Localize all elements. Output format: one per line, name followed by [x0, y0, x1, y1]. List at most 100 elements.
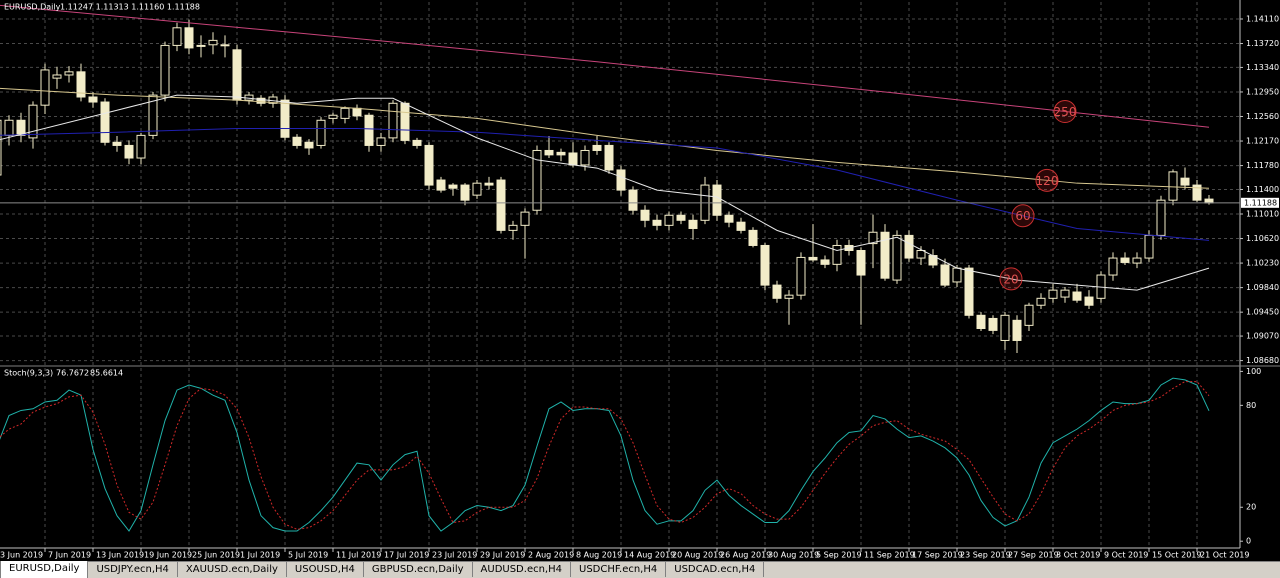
symbol-tab[interactable]: EURUSD,Daily: [0, 561, 89, 578]
main-panel: 250 120 60 20: [0, 2, 1240, 365]
candle-body: [148, 94, 158, 136]
candle-body: [988, 317, 998, 331]
y-tick-label: 1.12560: [1246, 112, 1279, 121]
current-price-box: [1241, 197, 1279, 208]
candle-body: [736, 221, 746, 231]
current-price-label: 1.11188: [1244, 198, 1277, 207]
x-tick-label: 29 Jul 2019: [480, 551, 525, 560]
x-tick-label: 21 Oct 2019: [1200, 551, 1249, 560]
ma-period-badge: [1011, 204, 1035, 228]
candle-body: [796, 256, 806, 296]
moving-average: [0, 127, 1210, 241]
x-tick-label: 5 Jul 2019: [288, 551, 328, 560]
ma-period-badge: [999, 267, 1023, 291]
candle-body: [232, 49, 242, 101]
candle-body: [304, 141, 314, 149]
ma-period-label: 120: [1036, 174, 1059, 188]
candle-body: [892, 234, 902, 281]
candle-body: [400, 102, 410, 141]
candle-body: [484, 182, 494, 186]
candle-body: [172, 27, 182, 46]
candle-body: [520, 211, 530, 226]
candle-body: [1180, 177, 1190, 186]
candle-body: [220, 44, 230, 47]
candle-body: [460, 184, 470, 201]
candle-body: [100, 101, 110, 143]
ma-period-label: 20: [1003, 272, 1018, 286]
candle-body: [352, 107, 362, 117]
candle-body: [676, 214, 686, 221]
x-tick-label: 17 Sep 2019: [912, 551, 963, 560]
candle-body: [388, 102, 398, 139]
y-tick-label: 1.12950: [1246, 87, 1279, 96]
y-tick-label: 1.12170: [1246, 137, 1279, 146]
candle-body: [256, 97, 266, 104]
candle-body: [1060, 289, 1070, 298]
symbol-tab[interactable]: AUDUSD.ecn,H4: [473, 562, 571, 577]
x-tick-label: 20 Aug 2019: [672, 551, 723, 560]
candle-body: [856, 250, 866, 276]
candle-body: [292, 136, 302, 146]
axes: 3 Jun 2019 7 Jun 2019 13 Jun 2019 19 Jun 20…: [0, 14, 1279, 559]
candle-body: [1000, 314, 1010, 341]
candle-body: [112, 141, 122, 146]
y-tick-label: 1.11780: [1246, 161, 1279, 170]
y-tick-label: 100: [1246, 367, 1261, 376]
symbol-tab[interactable]: USDJPY.ecn,H4: [88, 562, 178, 577]
x-tick-label: 3 Oct 2019: [1056, 551, 1100, 560]
symbol-tab[interactable]: USOUSD,H4: [287, 562, 364, 577]
candle-body: [592, 144, 602, 151]
candle-body: [448, 184, 458, 189]
symbol-tab[interactable]: USDCHF.ecn,H4: [571, 562, 667, 577]
x-tick-label: 8 Aug 2019: [576, 551, 622, 560]
y-tick-label: 20: [1246, 503, 1256, 512]
x-tick-label: 9 Oct 2019: [1104, 551, 1148, 560]
candle-body: [340, 107, 350, 119]
x-tick-label: 19 Jun 2019: [144, 551, 192, 560]
symbol-tab[interactable]: XAUUSD.ecn,Daily: [178, 562, 287, 577]
candle-body: [640, 209, 650, 221]
candle-body: [1120, 257, 1130, 263]
candle-body: [616, 169, 626, 191]
x-tick-label: 27 Sep 2019: [1008, 551, 1059, 560]
candle-body: [496, 179, 506, 231]
candle-body: [712, 184, 722, 216]
candle-body: [208, 39, 218, 46]
stoch-main-readout: 76.7672: [56, 369, 89, 378]
y-tick-label: 1.13340: [1246, 63, 1279, 72]
candle-body: [964, 267, 974, 316]
candle-body: [604, 144, 614, 171]
candle-body: [280, 99, 290, 138]
candle-body: [748, 229, 758, 246]
candle-body: [580, 149, 590, 166]
symbol-tab[interactable]: USDCAD.ecn,H4: [666, 562, 765, 577]
ma-period-label: 60: [1015, 209, 1030, 223]
y-tick-label: 0: [1246, 537, 1251, 546]
candle-body: [808, 256, 818, 261]
candle-body: [436, 179, 446, 191]
x-tick-label: 30 Aug 2019: [768, 551, 819, 560]
candle-body: [724, 214, 734, 223]
x-tick-label: 5 Sep 2019: [816, 551, 862, 560]
candle-body: [832, 244, 842, 265]
moving-average: [0, 94, 1210, 291]
candle-body: [544, 149, 554, 156]
ma-period-badge: [1053, 100, 1077, 124]
x-tick-label: 3 Jun 2019: [0, 551, 43, 560]
x-tick-label: 17 Jul 2019: [384, 551, 429, 560]
candle-body: [760, 244, 770, 286]
candle-body: [940, 264, 950, 286]
x-tick-label: 14 Aug 2019: [624, 551, 675, 560]
moving-average: [0, 87, 1210, 189]
candle-body: [1036, 297, 1046, 306]
candle-body: [1144, 234, 1154, 259]
x-tick-label: 25 Jun 2019: [192, 551, 240, 560]
candle-body: [136, 134, 146, 159]
candle-body: [628, 189, 638, 211]
candle-body: [28, 104, 38, 139]
candle-body: [64, 71, 74, 76]
moving-average: [0, 4, 1210, 128]
candle-body: [52, 74, 62, 79]
symbol-tab[interactable]: GBPUSD.ecn,Daily: [364, 562, 473, 577]
